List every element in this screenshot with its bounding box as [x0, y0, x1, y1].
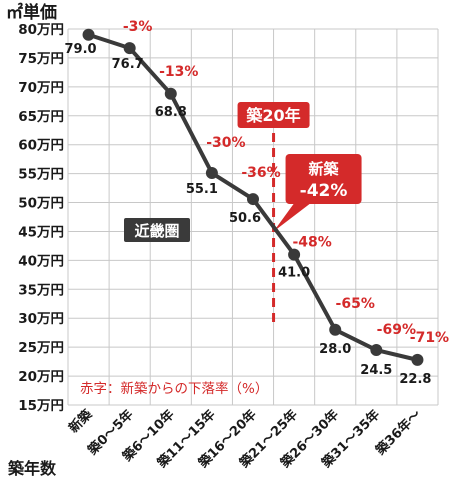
marker-label: 築20年: [245, 106, 300, 125]
y-tick-label: 65万円: [18, 109, 64, 125]
data-point: [205, 167, 218, 180]
y-tick-label: 35万円: [18, 282, 64, 298]
data-point: [288, 248, 301, 261]
value-label: 28.0: [319, 342, 351, 357]
value-labels: 79.0 76.7 68.8 55.1 50.6 41.0 28.0 24.5 22.8: [65, 42, 432, 387]
pct-labels: -3% -13% -30% -36% -48% -65%-69%-71%: [123, 19, 449, 346]
region-label: 近畿圏: [134, 222, 179, 240]
pct-label: -48%: [292, 235, 331, 251]
y-tick-label: 50万円: [18, 196, 64, 212]
marker-label-bg: [237, 102, 310, 128]
pct-label: -65%: [336, 296, 375, 312]
callout-bg: [285, 154, 362, 204]
data-point: [370, 344, 383, 357]
y-tick-label: 30万円: [18, 311, 64, 327]
callout-line1: 新築: [309, 160, 340, 178]
y-tick-label: 40万円: [18, 253, 64, 269]
value-label: 79.0: [65, 42, 97, 57]
data-point: [247, 193, 259, 206]
value-label: 22.8: [399, 372, 431, 387]
y-tick-label: 60万円: [18, 138, 64, 154]
region-badge: 近畿圏: [124, 218, 190, 242]
pct-label: -36%: [241, 165, 280, 181]
region-badge-bg: [124, 218, 190, 242]
value-label: 41.0: [278, 266, 310, 281]
y-axis-ticks: 80万円 75万円 70万円 65万円 60万円 55万円 50万円 45万円 40万円 35万円…: [18, 22, 64, 414]
y-tick-label: 80万円: [18, 22, 64, 38]
pct-label: -3%: [123, 19, 153, 35]
data-point: [82, 28, 95, 41]
y-tick-label: 45万円: [18, 224, 64, 240]
y-tick-label: 25万円: [18, 340, 64, 356]
y-tick-label: 55万円: [18, 167, 64, 183]
callout-pointer: [273, 204, 310, 232]
y-tick-label: 70万円: [18, 80, 64, 96]
callout-line2: -42%: [300, 181, 348, 201]
y-tick-label: 20万円: [18, 369, 64, 385]
pct-label: -69%: [377, 322, 416, 338]
value-label: 55.1: [186, 182, 218, 197]
pct-label: -13%: [159, 64, 198, 80]
value-label: 76.7: [112, 57, 144, 72]
note-text: 赤字：新築からの下落率（%）: [80, 380, 268, 397]
data-point: [123, 42, 136, 55]
pct-label: -30%: [206, 135, 245, 151]
x-tick-label: 新築: [66, 406, 96, 436]
data-point: [164, 87, 177, 100]
data-point: [411, 353, 424, 366]
value-label: 68.8: [155, 105, 187, 120]
y-tick-label: 75万円: [18, 51, 64, 67]
y-tick-label: 15万円: [18, 398, 64, 414]
x-axis-title: 築年数: [7, 459, 57, 478]
value-label: 24.5: [360, 363, 392, 378]
pct-label: -71%: [410, 330, 449, 346]
grid: [67, 28, 439, 406]
x-tick-label: 築36年～: [372, 407, 424, 459]
x-axis-ticks: 新築築0～5年築6～10年築11～15年築16～20年築21～25年築26～30…: [66, 406, 425, 472]
y-unit-title: ㎡単価: [6, 2, 57, 23]
data-point: [329, 323, 342, 336]
data-points: [82, 28, 424, 366]
value-label: 50.6: [229, 211, 261, 226]
